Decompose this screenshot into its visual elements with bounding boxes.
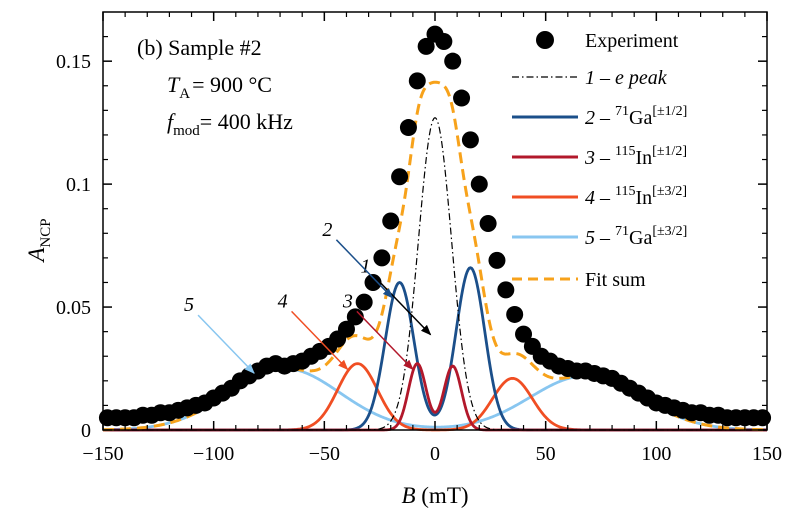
x-tick-label: −100	[193, 443, 234, 465]
curves-layer	[102, 80, 768, 432]
experiment-point	[506, 305, 524, 323]
experiment-point	[444, 52, 462, 70]
callout-arrow-2	[335, 239, 394, 299]
legend-label-ga-half: 2 – 71Ga[±1/2]	[585, 104, 687, 129]
sample-annotation: (b) Sample #2 TA= 900 °C fmod= 400 kHz	[137, 35, 293, 139]
x-tick-label: −150	[82, 443, 123, 465]
experiment-point	[453, 89, 471, 107]
experiment-point	[399, 119, 417, 137]
experiment-point	[408, 72, 426, 90]
series-line-fit-sum	[102, 80, 768, 432]
y-tick-label: 0.15	[56, 51, 91, 73]
experiment-point	[391, 168, 409, 186]
callout-arrow-5	[197, 314, 255, 374]
legend-label-e-peak: 1 – e peak	[585, 67, 668, 89]
callout-arrow-4	[291, 310, 349, 371]
y-tick-label: 0.1	[66, 174, 91, 196]
experiment-point	[461, 131, 479, 149]
experiment-point	[337, 320, 355, 338]
legend-item-in-half: 3 – 115In[±1/2]	[512, 144, 687, 169]
series-line-e-peak	[103, 117, 767, 431]
experiment-point	[488, 251, 506, 269]
x-tick-label: 50	[536, 443, 556, 465]
legend-label-experiment: Experiment	[585, 30, 679, 52]
experiment-point	[355, 293, 373, 311]
legend-marker-experiment	[536, 31, 554, 49]
y-tick-label: 0.05	[56, 297, 91, 319]
callout-label-1: 1	[361, 256, 371, 278]
annotation-temperature: TA= 900 °C	[167, 72, 272, 102]
experiment-point	[417, 37, 435, 55]
legend-label-fit-sum: Fit sum	[585, 269, 646, 291]
legend-item-fit-sum: Fit sum	[512, 269, 646, 291]
experiment-point	[479, 214, 497, 232]
experiment-point	[497, 281, 515, 299]
experiment-point	[754, 409, 772, 427]
x-tick-label: 100	[641, 443, 671, 465]
callout-label-5: 5	[184, 294, 194, 316]
experiment-point	[373, 249, 391, 267]
annotation-sample: (b) Sample #2	[137, 35, 262, 60]
x-tick-label: −50	[309, 443, 340, 465]
legend-item-e-peak: 1 – e peak	[512, 67, 668, 89]
experiment-point	[382, 212, 400, 230]
x-tick-label: 0	[430, 443, 440, 465]
experiment-point	[435, 33, 453, 51]
legend-item-ga-half: 2 – 71Ga[±1/2]	[512, 104, 687, 129]
experiment-point	[470, 175, 488, 193]
experiment-point	[364, 273, 382, 291]
legend-label-ga-three-half: 5 – 71Ga[±3/2]	[585, 224, 687, 249]
legend-item-experiment: Experiment	[536, 30, 679, 52]
experiment-point	[515, 325, 533, 343]
experiment-point	[346, 308, 364, 326]
callout-label-4: 4	[278, 290, 288, 312]
legend-label-in-half: 3 – 115In[±1/2]	[584, 144, 687, 169]
legend-label-in-three-half: 4 – 115In[±3/2]	[585, 184, 687, 209]
legend: Experiment 1 – e peak 2 – 71Ga[±1/2] 3 –…	[512, 30, 687, 291]
legend-item-ga-three-half: 5 – 71Ga[±3/2]	[512, 224, 687, 249]
callout-label-2: 2	[322, 219, 332, 241]
experiment-points-layer	[98, 25, 772, 427]
y-axis-title: ANCP	[24, 218, 54, 263]
x-tick-label: 150	[752, 443, 782, 465]
annotation-modulation: fmod= 400 kHz	[167, 109, 293, 139]
ticks-layer: −150 −100 −50 0 50 100 150 0 0.05 0.1 0.15	[56, 12, 782, 465]
y-tick-label: 0	[81, 420, 91, 442]
callouts-layer: 1 2 3 4 5	[184, 219, 432, 374]
callout-arrow-3	[356, 310, 414, 371]
callout-arrow-1	[373, 276, 432, 336]
legend-item-in-three-half: 4 – 115In[±3/2]	[512, 184, 687, 209]
x-axis-title: B (mT)	[401, 483, 468, 508]
callout-label-3: 3	[342, 290, 353, 312]
